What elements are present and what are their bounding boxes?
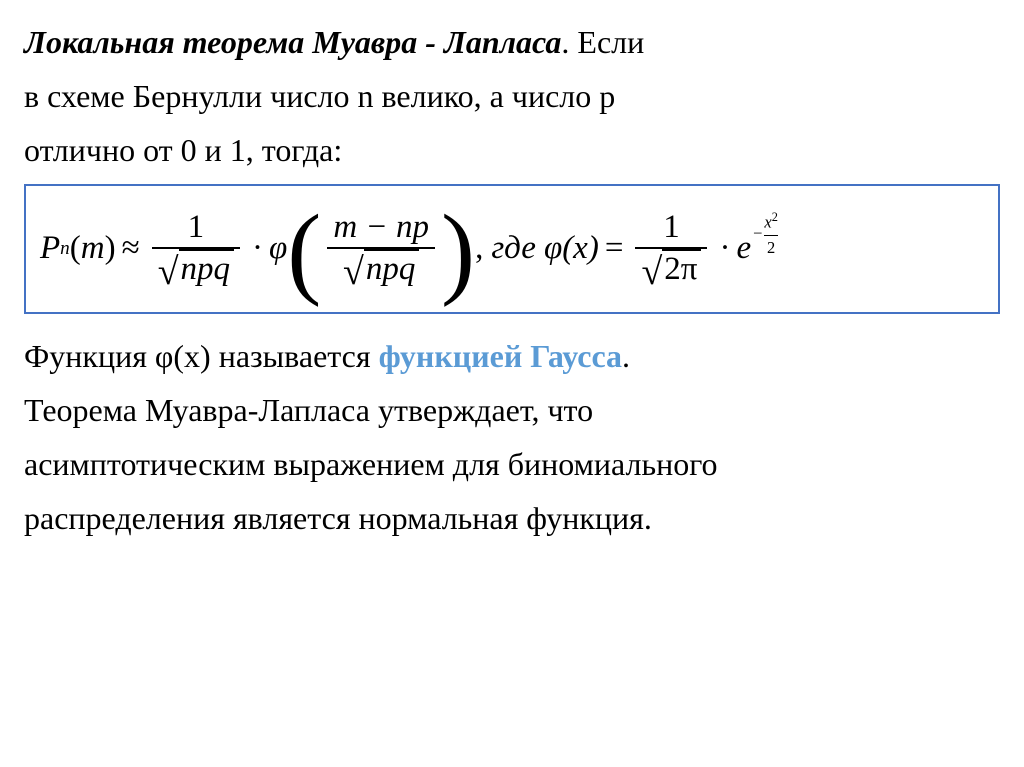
- sqrt-2pi: √ 2π: [641, 249, 701, 289]
- gauss-function-term: функцией Гаусса: [379, 338, 622, 374]
- sym-e: e: [736, 224, 751, 274]
- sym-m: m: [81, 224, 105, 274]
- comma: ,: [475, 224, 483, 274]
- after-line-2: Теорема Муавра-Лапласа утверждает, что: [24, 386, 1000, 434]
- paren-close: ): [105, 224, 116, 274]
- theorem-title: Локальная теорема Муавра - Лапласа: [24, 24, 561, 60]
- where-word: где: [491, 224, 536, 274]
- dot-1: ·: [252, 224, 263, 274]
- after-line-4: распределения является нормальная функци…: [24, 494, 1000, 542]
- paren-open: (: [70, 224, 81, 274]
- sym-P-sub: n: [60, 235, 70, 264]
- after-1-a: Функция φ(x) называется: [24, 338, 379, 374]
- approx-sign: ≈: [122, 224, 140, 274]
- formula: Pn (m) ≈ 1 √ npq · φ ( m − np √ npq: [40, 206, 778, 293]
- equals-sign: =: [605, 224, 624, 274]
- big-paren-open: (: [287, 209, 321, 296]
- phi-sym: φ: [269, 224, 287, 274]
- after-line-3: асимптотическим выражением для биномиаль…: [24, 440, 1000, 488]
- after-line-1: Функция φ(x) называется функцией Гаусса.: [24, 332, 1000, 380]
- formula-box: Pn (m) ≈ 1 √ npq · φ ( m − np √ npq: [24, 184, 1000, 314]
- exponent: − x2 2: [753, 208, 778, 261]
- sym-P: P: [40, 224, 60, 274]
- frac-m-np-over-sqrt-npq: m − np √ npq: [327, 209, 435, 289]
- intro-after-title: . Если: [561, 24, 644, 60]
- frac-1-over-sqrt-npq: 1 √ npq: [152, 209, 240, 289]
- intro-line-3: отлично от 0 и 1, тогда:: [24, 126, 1000, 174]
- big-paren-close: ): [441, 209, 475, 296]
- frac-1-over-sqrt-2pi: 1 √ 2π: [635, 209, 707, 289]
- intro-line-2: в схеме Бернулли число n велико, а число…: [24, 72, 1000, 120]
- sqrt-npq-2: √ npq: [343, 249, 419, 289]
- after-1-c: .: [622, 338, 630, 374]
- phi-of-x: φ(x): [544, 224, 599, 274]
- sqrt-npq-1: √ npq: [158, 249, 234, 289]
- frac1-num: 1: [182, 209, 211, 247]
- dot-2: ·: [719, 224, 730, 274]
- intro-line-1: Локальная теорема Муавра - Лапласа. Если: [24, 18, 1000, 66]
